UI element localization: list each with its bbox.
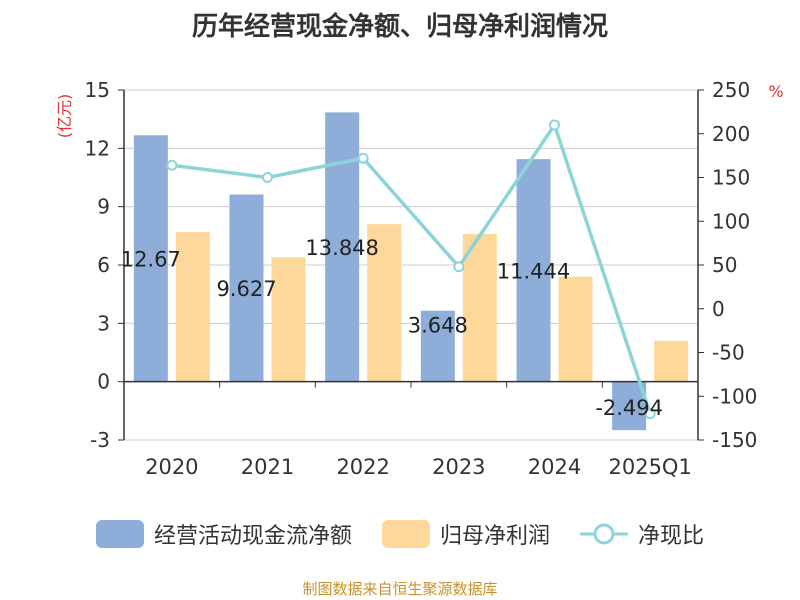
left-tick-label: 0 bbox=[97, 370, 110, 394]
bar-profit bbox=[271, 257, 306, 382]
bar-profit bbox=[175, 231, 210, 382]
right-axis-unit: % bbox=[768, 82, 783, 101]
data-labels: 12.67 9.627 13.848 3.648 11.444 -2.494 bbox=[121, 236, 663, 420]
right-tick-label: -150 bbox=[712, 428, 757, 452]
bar-profit bbox=[462, 233, 497, 382]
chart-title: 历年经营现金净额、归母净利润情况 bbox=[191, 12, 608, 42]
legend-label-profit: 归母净利润 bbox=[439, 524, 550, 549]
right-tick-label: -100 bbox=[712, 384, 757, 408]
left-tick-label: 15 bbox=[85, 78, 110, 102]
ratio-point bbox=[453, 261, 465, 273]
bar-cash-data-label: 11.444 bbox=[497, 259, 570, 283]
bar-cash bbox=[325, 112, 360, 382]
legend-label-cash: 经营活动现金流净额 bbox=[153, 524, 352, 549]
left-axis-unit: (亿元) bbox=[55, 94, 74, 139]
right-tick-label: 100 bbox=[712, 209, 750, 233]
legend-swatch-cash bbox=[95, 520, 144, 548]
right-tick-label: 150 bbox=[712, 166, 750, 190]
ratio-line-layer bbox=[166, 119, 656, 420]
legend-item-cash[interactable]: 经营活动现金流净额 bbox=[95, 518, 352, 550]
ratio-point bbox=[262, 172, 273, 183]
legend-item-profit[interactable]: 归母净利润 bbox=[381, 518, 550, 550]
bar-cash bbox=[420, 310, 455, 382]
bar-cash bbox=[516, 159, 551, 382]
legend: 经营活动现金流净额 归母净利润 净现比 bbox=[0, 518, 800, 550]
bar-layer bbox=[133, 112, 689, 431]
x-tick-label: 2025Q1 bbox=[608, 455, 691, 479]
legend-swatch-profit bbox=[381, 520, 430, 548]
bar-cash-data-label: 13.848 bbox=[305, 236, 378, 260]
ratio-line bbox=[171, 123, 652, 415]
left-tick-label: 9 bbox=[97, 195, 110, 219]
x-tick-label: 2022 bbox=[336, 455, 389, 479]
legend-label-ratio: 净现比 bbox=[638, 524, 705, 549]
gridlines bbox=[124, 89, 698, 441]
bar-profit bbox=[367, 224, 402, 382]
axes: -3 0 3 6 9 12 15 -150 -100 -50 0 50 100 150 200 250 2020… bbox=[55, 78, 784, 479]
x-tick-label: 2023 bbox=[432, 455, 485, 479]
right-tick-label: 50 bbox=[712, 253, 737, 277]
legend-item-ratio[interactable]: 净现比 bbox=[580, 518, 704, 550]
x-tick-label: 2020 bbox=[145, 455, 198, 479]
ratio-point bbox=[549, 119, 560, 131]
bar-cash bbox=[133, 135, 168, 382]
bar-cash-data-label: 3.648 bbox=[408, 314, 468, 338]
bar-cash-data-label: 9.627 bbox=[216, 277, 276, 301]
right-tick-label: -50 bbox=[712, 341, 745, 365]
bar-profit bbox=[654, 340, 689, 382]
ratio-point bbox=[357, 152, 369, 164]
right-tick-label: 200 bbox=[712, 122, 750, 146]
ratio-point bbox=[644, 408, 656, 420]
bar-cash-data-label: 12.67 bbox=[121, 247, 181, 271]
left-tick-label: -3 bbox=[90, 428, 110, 452]
bar-cash-data-label: -2.494 bbox=[595, 396, 663, 420]
source-note: 制图数据来自恒生聚源数据库 bbox=[302, 580, 498, 598]
x-tick-label: 2024 bbox=[528, 455, 581, 479]
right-tick-label: 250 bbox=[712, 78, 750, 102]
x-tick-label: 2021 bbox=[241, 455, 294, 479]
ratio-point bbox=[166, 159, 178, 171]
left-tick-label: 3 bbox=[97, 311, 110, 335]
legend-line-ratio-icon bbox=[580, 523, 628, 545]
right-tick-label: 0 bbox=[712, 297, 725, 321]
bar-cash bbox=[229, 194, 264, 382]
left-tick-label: 12 bbox=[85, 136, 110, 160]
bar-profit bbox=[558, 276, 593, 382]
left-tick-label: 6 bbox=[97, 253, 110, 277]
